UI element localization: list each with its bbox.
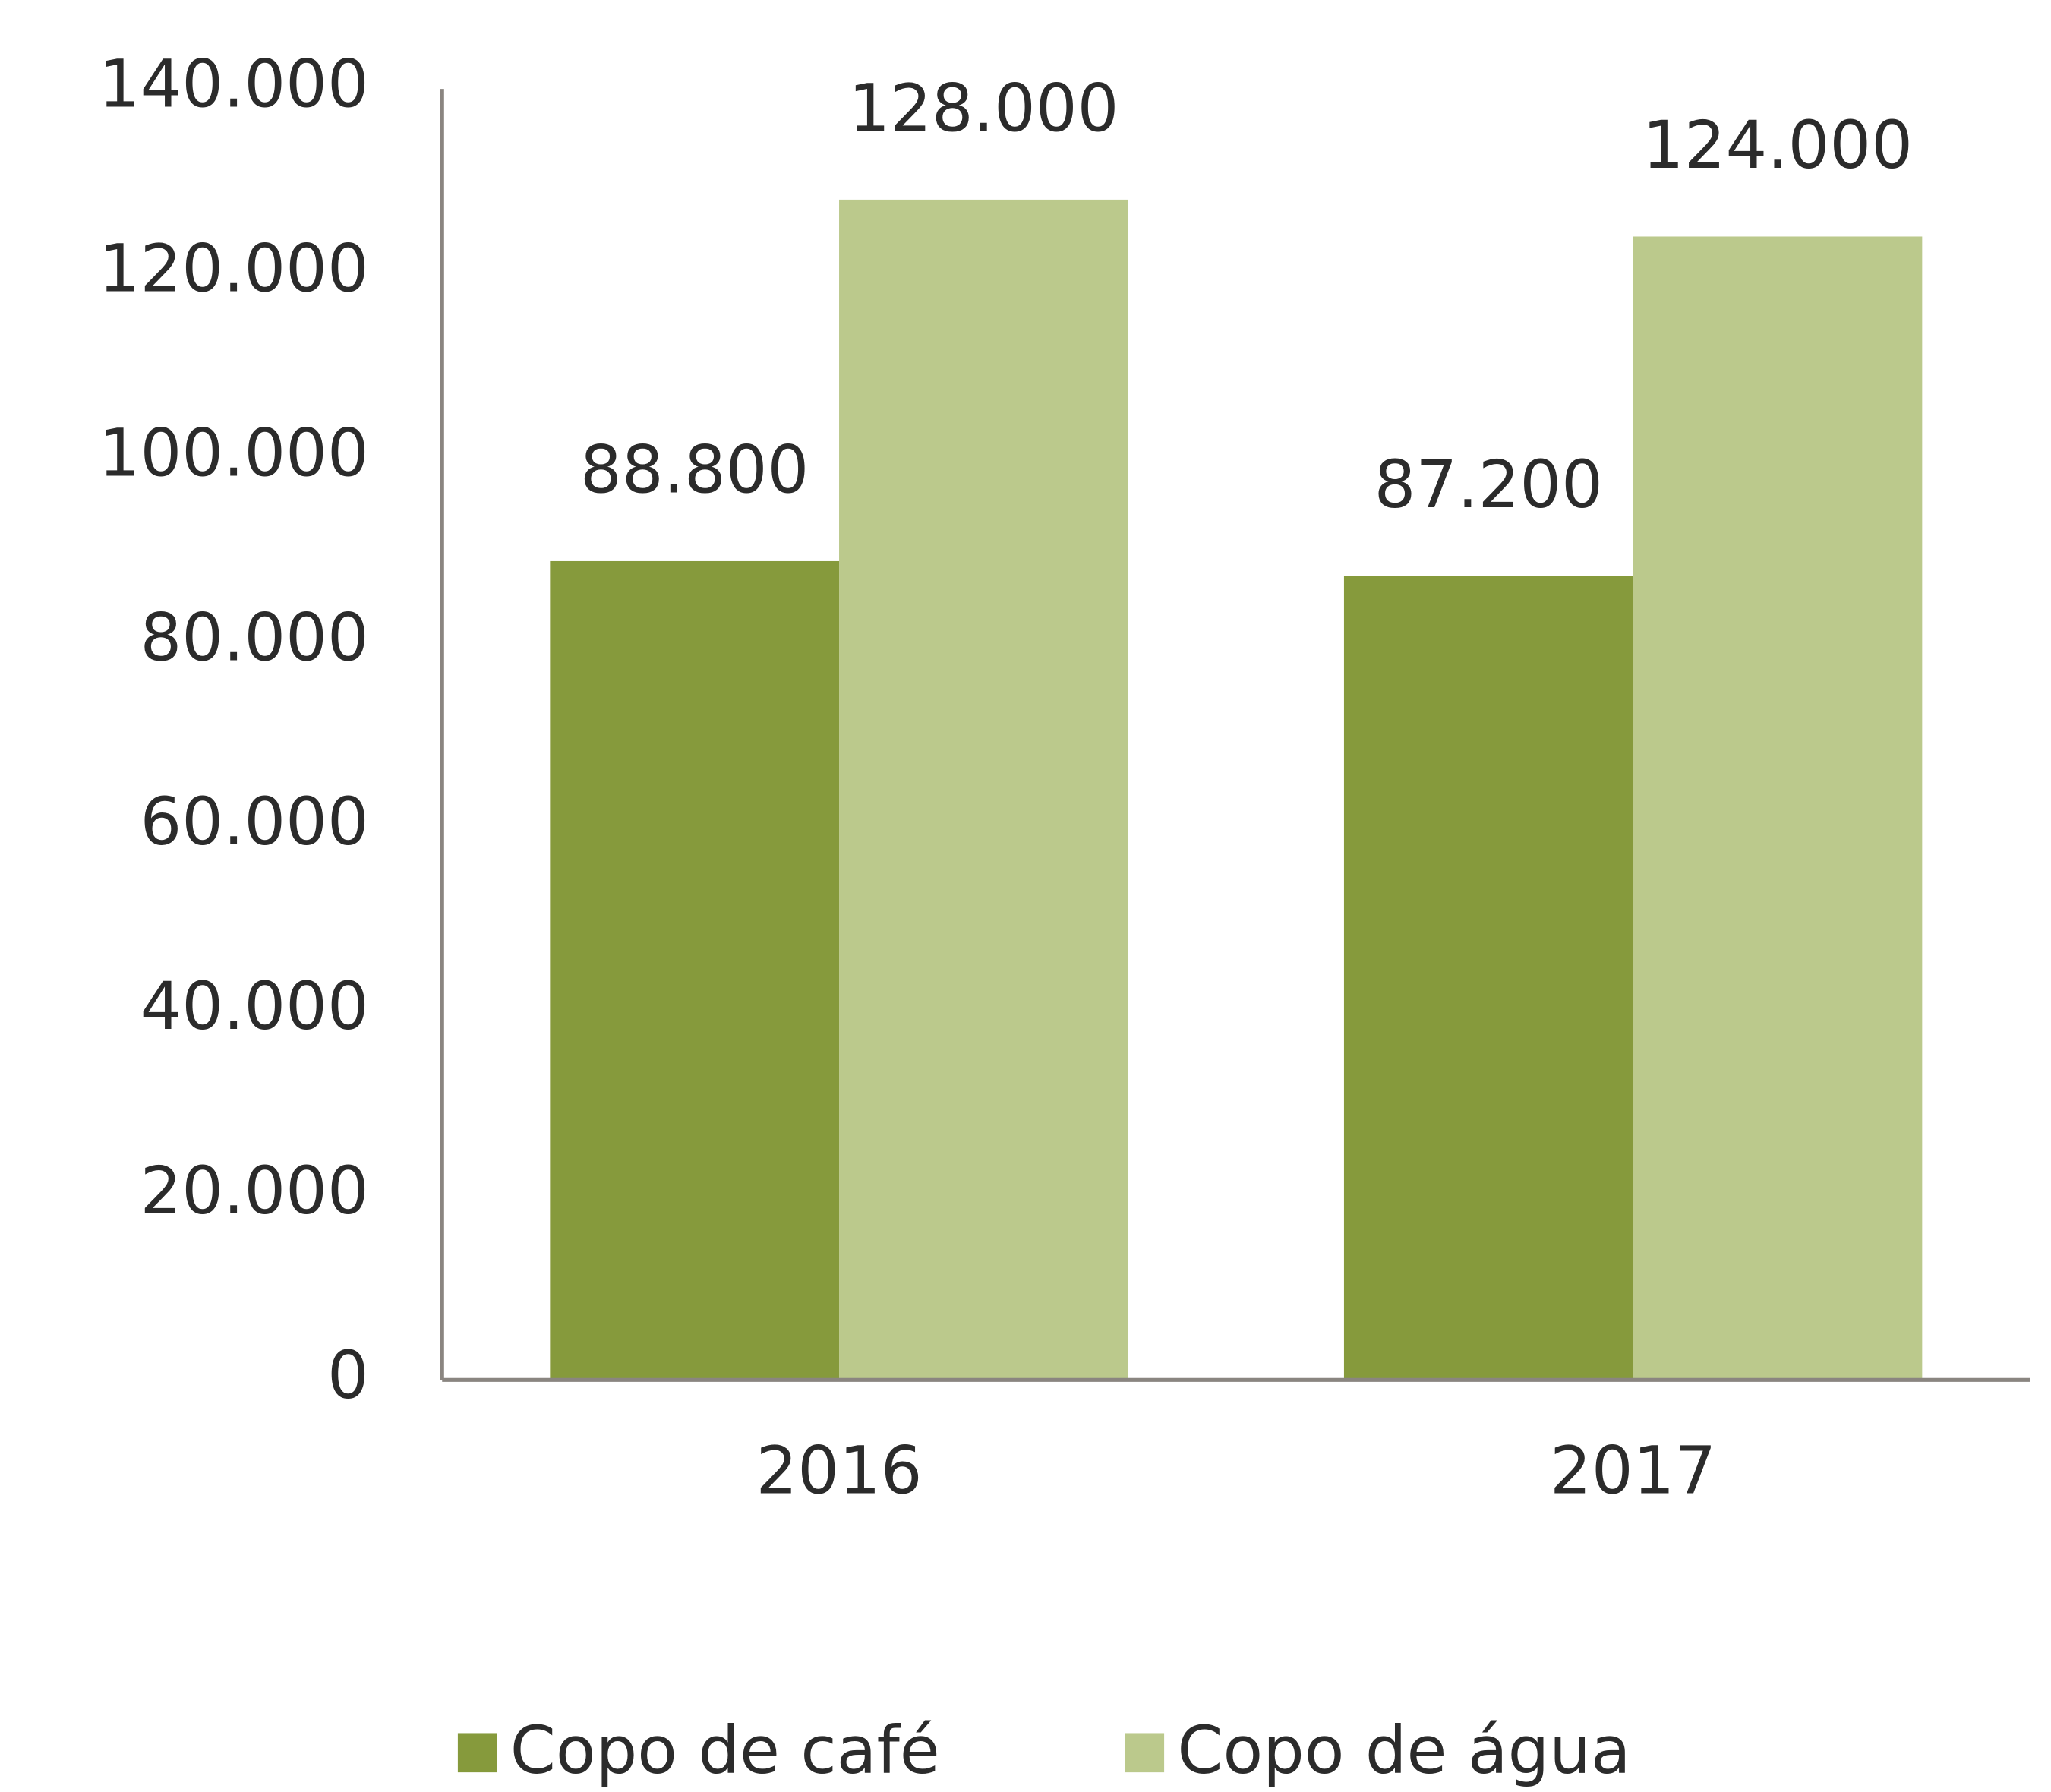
legend-label: Copo de água [1177,1713,1630,1789]
value-label: 87.200 [1374,447,1603,523]
legend-swatch [1125,1733,1165,1773]
bar [839,199,1128,1380]
value-label: 88.800 [580,433,809,509]
bar [1343,576,1633,1380]
y-tick-label: 0 [327,1338,369,1414]
x-tick-label: 2017 [1550,1434,1716,1510]
value-label: 128.000 [848,71,1119,147]
y-tick-label: 120.000 [99,231,369,307]
bar [1633,236,1923,1380]
y-tick-label: 40.000 [140,969,368,1045]
y-tick-label: 100.000 [99,415,369,491]
y-tick-label: 20.000 [140,1153,368,1229]
x-tick-label: 2016 [756,1434,922,1510]
y-tick-label: 140.000 [99,47,369,123]
legend-label: Copo de café [510,1713,940,1789]
value-label: 124.000 [1642,108,1913,184]
y-tick-label: 80.000 [140,600,368,676]
legend-swatch [457,1733,497,1773]
bar [550,560,840,1380]
y-tick-label: 60.000 [140,784,368,860]
